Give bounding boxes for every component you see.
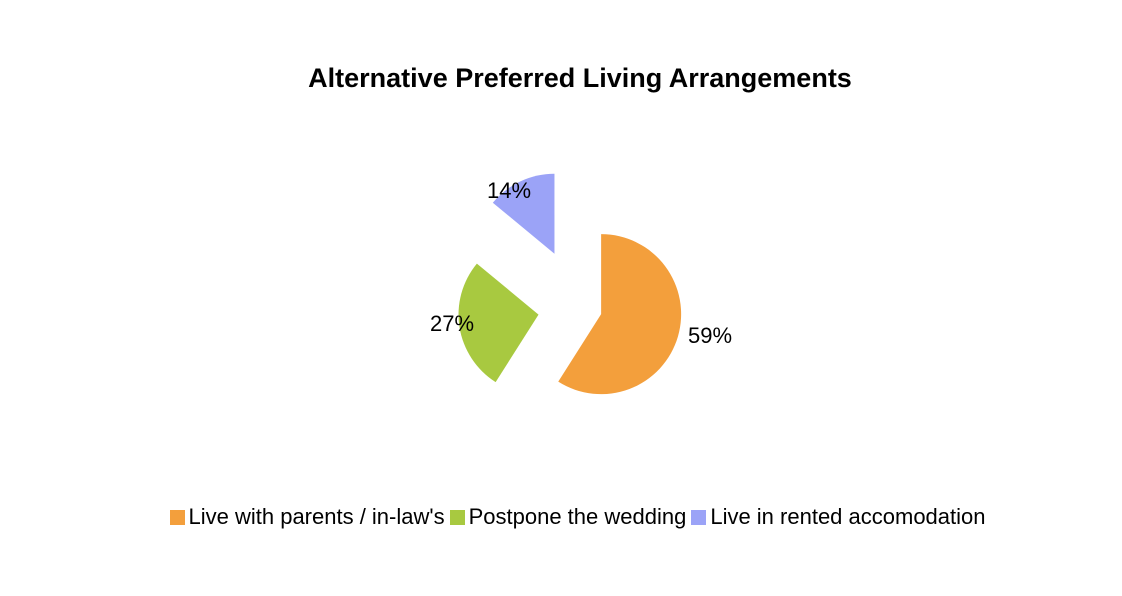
legend-swatch-rented-accomodation [691,509,707,525]
data-label-postpone-wedding: 27% [430,311,474,336]
legend-swatch-live-with-parents [169,509,185,525]
legend-label-rented-accomodation: Live in rented accomodation [710,504,986,529]
pie-slice-rented-accomodation [492,173,555,254]
pie-slice-postpone-wedding [458,263,539,383]
data-label-rented-accomodation: 14% [487,178,531,203]
pie-chart: 59% 27% 14% [430,173,732,395]
legend-item-live-with-parents: Live with parents / in-law's [169,503,445,531]
chart-title: Alternative Preferred Living Arrangement… [308,63,852,93]
pie-slice-live-with-parents [558,234,682,395]
legend-item-postpone-wedding: Postpone the wedding [449,503,687,531]
legend-item-rented-accomodation: Live in rented accomodation [691,503,986,531]
legend-swatch-postpone-wedding [449,509,465,525]
legend-label-postpone-wedding: Postpone the wedding [468,504,687,529]
legend-label-live-with-parents: Live with parents / in-law's [188,504,445,529]
legend: Live with parents / in-law's Postpone th… [0,503,1122,531]
data-label-live-with-parents: 59% [688,323,732,348]
